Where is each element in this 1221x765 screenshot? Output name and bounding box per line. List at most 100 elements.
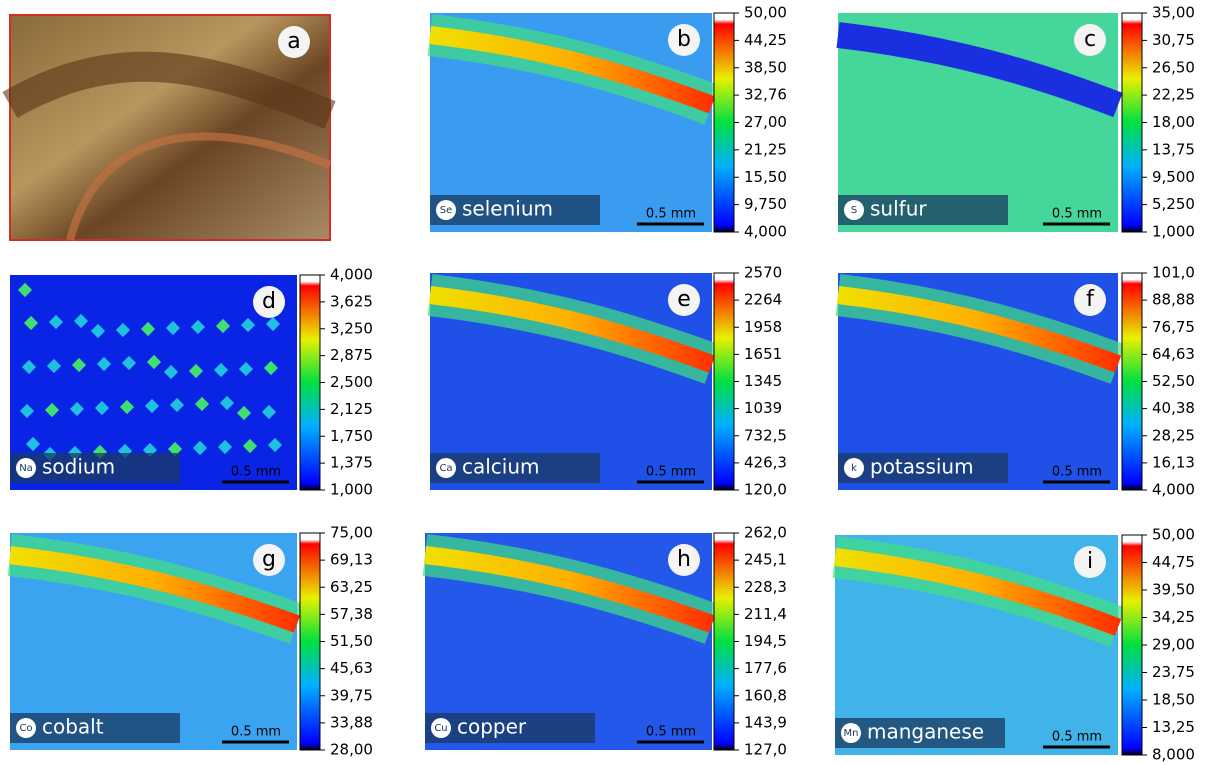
panel-letter: h xyxy=(677,547,691,572)
colorbar-label: 15,50 xyxy=(744,168,787,186)
colorbar-label: 13,25 xyxy=(1152,718,1195,736)
colorbar-label: 211,4 xyxy=(744,605,787,623)
colorbar-label: 28,25 xyxy=(1152,426,1195,444)
colorbar-label: 35,00 xyxy=(1152,4,1195,22)
colorbar-label: 27,00 xyxy=(744,113,787,131)
panel: 50,0044,7539,5034,2529,0023,7518,5013,25… xyxy=(835,526,1195,764)
colorbar-label: 64,63 xyxy=(1152,345,1195,363)
colorbar-label: 38,50 xyxy=(744,58,787,76)
colorbar-label: 40,38 xyxy=(1152,399,1195,417)
colorbar-label: 44,75 xyxy=(1152,553,1195,571)
colorbar-label: 1,000 xyxy=(330,481,373,499)
panel-letter: c xyxy=(1084,27,1096,52)
element-symbol: k xyxy=(851,463,857,474)
colorbar-label: 101,0 xyxy=(1152,264,1195,282)
colorbar-label: 1651 xyxy=(744,345,782,363)
colorbar xyxy=(714,273,734,490)
element-symbol: Cu xyxy=(434,723,447,734)
scale-label: 0.5 mm xyxy=(231,725,281,740)
element-name: manganese xyxy=(867,720,984,744)
colorbar-label: 50,00 xyxy=(1152,526,1195,544)
panel: 4,0003,6253,2502,8752,5002,1251,7501,375… xyxy=(10,266,373,499)
element-symbol: Ca xyxy=(439,463,452,474)
colorbar-label: 18,00 xyxy=(1152,113,1195,131)
colorbar-label: 177,6 xyxy=(744,659,787,677)
panel: 50,00 44,25 38,50 32,76 27,00 21,25 15,50 9,750… xyxy=(430,4,787,241)
scale-label: 0.5 mm xyxy=(1052,465,1102,480)
colorbar-label: 33,88 xyxy=(330,713,373,731)
colorbar-label: 1958 xyxy=(744,318,782,336)
colorbar-label: 18,50 xyxy=(1152,691,1195,709)
colorbar xyxy=(714,13,734,232)
scale-label: 0.5 mm xyxy=(646,207,696,222)
colorbar-label: 2,125 xyxy=(330,400,373,418)
colorbar-label: 1,000 xyxy=(1152,223,1195,241)
colorbar-label: 69,13 xyxy=(330,551,373,569)
colorbar-label: 2570 xyxy=(744,264,782,282)
element-symbol: Se xyxy=(440,205,453,216)
colorbar-label: 29,00 xyxy=(1152,636,1195,654)
colorbar-label: 1345 xyxy=(744,372,782,390)
panel-letter: e xyxy=(677,287,691,312)
panel-letter: i xyxy=(1087,549,1093,574)
colorbar-label: 3,250 xyxy=(330,319,373,337)
scale-label: 0.5 mm xyxy=(646,465,696,480)
panel-letter: g xyxy=(262,547,276,572)
colorbar-label: 1,375 xyxy=(330,454,373,472)
colorbar-label: 9,500 xyxy=(1152,168,1195,186)
element-symbol: S xyxy=(851,205,857,216)
colorbar-label: 63,25 xyxy=(330,578,373,596)
colorbar-label: 32,76 xyxy=(744,86,787,104)
colorbar-label: 75,00 xyxy=(330,524,373,542)
colorbar-label: 21,25 xyxy=(744,140,787,158)
colorbar-label: 26,50 xyxy=(1152,58,1195,76)
panel: a xyxy=(10,15,330,240)
colorbar-label: 194,5 xyxy=(744,632,787,650)
scale-label: 0.5 mm xyxy=(1052,207,1102,222)
colorbar-label: 2,500 xyxy=(330,373,373,391)
panel: 262,0245,1228,3211,4194,5177,6160,8143,9… xyxy=(425,524,787,759)
panel: 75,0069,1363,2557,3851,5045,6339,7533,88… xyxy=(10,524,373,759)
element-symbol: Na xyxy=(19,463,33,474)
scale-label: 0.5 mm xyxy=(231,465,281,480)
colorbar-label: 228,3 xyxy=(744,578,787,596)
colorbar-label: 57,38 xyxy=(330,605,373,623)
colorbar-label: 51,50 xyxy=(330,632,373,650)
scale-label: 0.5 mm xyxy=(1052,730,1102,745)
element-name: sulfur xyxy=(870,197,927,221)
colorbar-label: 120,0 xyxy=(744,481,787,499)
colorbar xyxy=(1122,13,1142,232)
colorbar-label: 30,75 xyxy=(1152,31,1195,49)
colorbar-label: 76,75 xyxy=(1152,318,1195,336)
colorbar-label: 143,9 xyxy=(744,713,787,731)
colorbar-label: 22,25 xyxy=(1152,86,1195,104)
colorbar-label: 28,00 xyxy=(330,741,373,759)
colorbar-label: 16,13 xyxy=(1152,453,1195,471)
element-name: cobalt xyxy=(42,715,104,739)
colorbar-label: 4,000 xyxy=(744,223,787,241)
colorbar-label: 3,625 xyxy=(330,292,373,310)
colorbar-label: 4,000 xyxy=(330,266,373,284)
element-name: selenium xyxy=(462,197,553,221)
colorbar-label: 52,50 xyxy=(1152,372,1195,390)
element-name: potassium xyxy=(870,455,974,479)
colorbar-label: 262,0 xyxy=(744,524,787,542)
element-name: sodium xyxy=(42,455,115,479)
colorbar xyxy=(300,533,320,750)
colorbar-label: 45,63 xyxy=(330,659,373,677)
colorbar-label: 4,000 xyxy=(1152,481,1195,499)
colorbar-label: 1039 xyxy=(744,399,782,417)
colorbar-label: 50,00 xyxy=(744,4,787,22)
colorbar-label: 426,3 xyxy=(744,453,787,471)
colorbar-label: 9,750 xyxy=(744,195,787,213)
colorbar-label: 245,1 xyxy=(744,551,787,569)
colorbar xyxy=(300,275,320,490)
panel: 35,0030,7526,5022,2518,0013,759,5005,250… xyxy=(838,4,1195,241)
panel-letter: d xyxy=(262,289,276,314)
panel-letter: f xyxy=(1086,287,1095,312)
colorbar-label: 23,75 xyxy=(1152,663,1195,681)
element-name: copper xyxy=(457,715,527,739)
colorbar-label: 5,250 xyxy=(1152,195,1195,213)
colorbar-label: 44,25 xyxy=(744,31,787,49)
scale-label: 0.5 mm xyxy=(646,725,696,740)
